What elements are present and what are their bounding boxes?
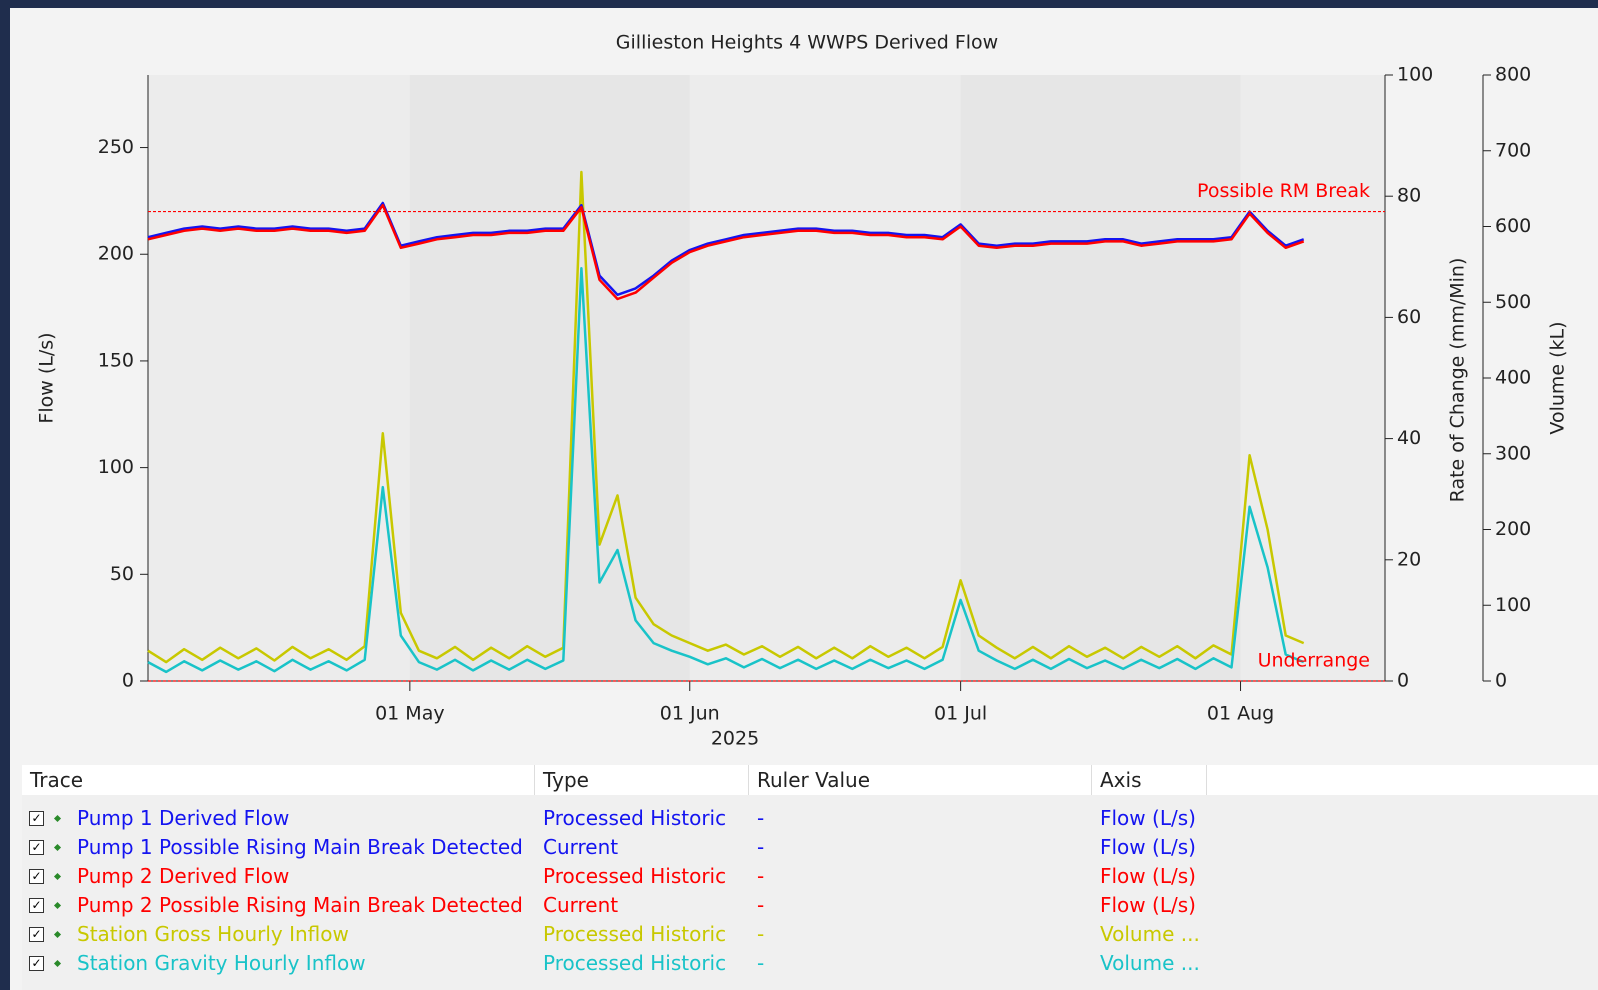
table-cell: Pump 1 Possible Rising Main Break Detect… <box>77 835 523 859</box>
window: Gillieston Heights 4 WWPS Derived Flow 2… <box>10 8 1598 990</box>
table-cell: - <box>757 922 765 946</box>
table-cell: Flow (L/s) <box>1100 806 1196 830</box>
checkbox[interactable]: ✓ <box>29 869 44 884</box>
table-cell: Pump 1 Derived Flow <box>77 806 290 830</box>
table-cell: Volume ... <box>1100 951 1200 975</box>
y-tick-label: 100 <box>98 456 134 478</box>
x-tick-label: 01 Jul <box>934 703 987 725</box>
table-cell: Station Gross Hourly Inflow <box>77 922 349 946</box>
y2-tick-label: 80 <box>1397 185 1421 207</box>
y2-tick-label: 100 <box>1397 64 1433 86</box>
column-header: Axis <box>1092 765 1207 795</box>
table-cell: Processed Historic <box>543 806 727 830</box>
chart: Gillieston Heights 4 WWPS Derived Flow 2… <box>36 32 1569 750</box>
trace-icon <box>53 872 62 881</box>
x-tick-label: 01 May <box>375 703 445 725</box>
y2-tick-label: 60 <box>1397 306 1421 328</box>
y3-tick-label: 500 <box>1495 291 1531 313</box>
y2-tick-label: 20 <box>1397 548 1421 570</box>
y-tick-label: 50 <box>110 563 134 585</box>
series-line <box>147 170 1305 664</box>
x-tick-label: 01 Aug <box>1207 703 1274 725</box>
y3-tick-label: 0 <box>1495 670 1507 692</box>
x-axis-label: 2025 <box>711 728 759 750</box>
column-header-filler <box>1207 765 1598 795</box>
column-header: Type <box>535 765 749 795</box>
y3-tick-label: 300 <box>1495 442 1531 464</box>
threshold-label: Possible RM Break <box>1197 180 1370 202</box>
table-cell: Flow (L/s) <box>1100 835 1196 859</box>
x-tick-label: 01 Jun <box>660 703 720 725</box>
y3-tick-label: 100 <box>1495 594 1531 616</box>
table-cell: - <box>757 951 765 975</box>
trace-icon <box>53 930 62 939</box>
month-band <box>409 75 690 681</box>
y-axis-label: Flow (L/s) <box>36 332 58 423</box>
series-line <box>147 266 1305 674</box>
table-cell: Current <box>543 835 619 859</box>
column-header: Trace <box>22 765 535 795</box>
column-header: Ruler Value <box>749 765 1092 795</box>
y-tick-label: 200 <box>98 243 134 265</box>
y2-tick-label: 40 <box>1397 427 1421 449</box>
y3-tick-label: 700 <box>1495 139 1531 161</box>
threshold-label: Underrange <box>1258 650 1370 672</box>
y-tick-label: 250 <box>98 136 134 158</box>
table-cell: - <box>757 864 765 888</box>
y3-tick-label: 600 <box>1495 215 1531 237</box>
table-cell: Pump 2 Derived Flow <box>77 864 290 888</box>
table-cell: Pump 2 Possible Rising Main Break Detect… <box>77 893 523 917</box>
table-cell: - <box>757 835 765 859</box>
series-line <box>147 203 1305 301</box>
table-cell: Processed Historic <box>543 951 727 975</box>
series-line <box>147 201 1305 297</box>
y3-axis-label: Volume (kL) <box>1547 321 1569 434</box>
checkbox[interactable]: ✓ <box>29 811 44 826</box>
trace-icon <box>53 959 62 968</box>
table-cell: - <box>757 806 765 830</box>
table-cell: Flow (L/s) <box>1100 864 1196 888</box>
table-cell: - <box>757 893 765 917</box>
trace-icon <box>53 814 62 823</box>
trace-icon <box>53 843 62 852</box>
y2-tick-label: 0 <box>1397 670 1409 692</box>
checkbox[interactable]: ✓ <box>29 898 44 913</box>
checkbox[interactable]: ✓ <box>29 840 44 855</box>
y3-tick-label: 200 <box>1495 518 1531 540</box>
y3-tick-label: 800 <box>1495 64 1531 86</box>
table-cell: Current <box>543 893 619 917</box>
checkbox[interactable]: ✓ <box>29 927 44 942</box>
y3-tick-label: 400 <box>1495 367 1531 389</box>
y2-axis-label: Rate of Change (mm/Min) <box>1447 258 1469 503</box>
y-tick-label: 0 <box>122 670 134 692</box>
table-cell: Processed Historic <box>543 864 727 888</box>
table-cell: Station Gravity Hourly Inflow <box>77 951 366 975</box>
table-cell: Processed Historic <box>543 922 727 946</box>
trace-icon <box>53 901 62 910</box>
checkbox[interactable]: ✓ <box>29 956 44 971</box>
trace-table: Trace Type Ruler Value Axis ✓ Pump 1 Derived … <box>22 765 1598 990</box>
month-band <box>960 75 1241 681</box>
table-cell: Volume ... <box>1100 922 1200 946</box>
table-cell: Flow (L/s) <box>1100 893 1196 917</box>
chart-title: Gillieston Heights 4 WWPS Derived Flow <box>616 32 998 54</box>
y-tick-label: 150 <box>98 349 134 371</box>
